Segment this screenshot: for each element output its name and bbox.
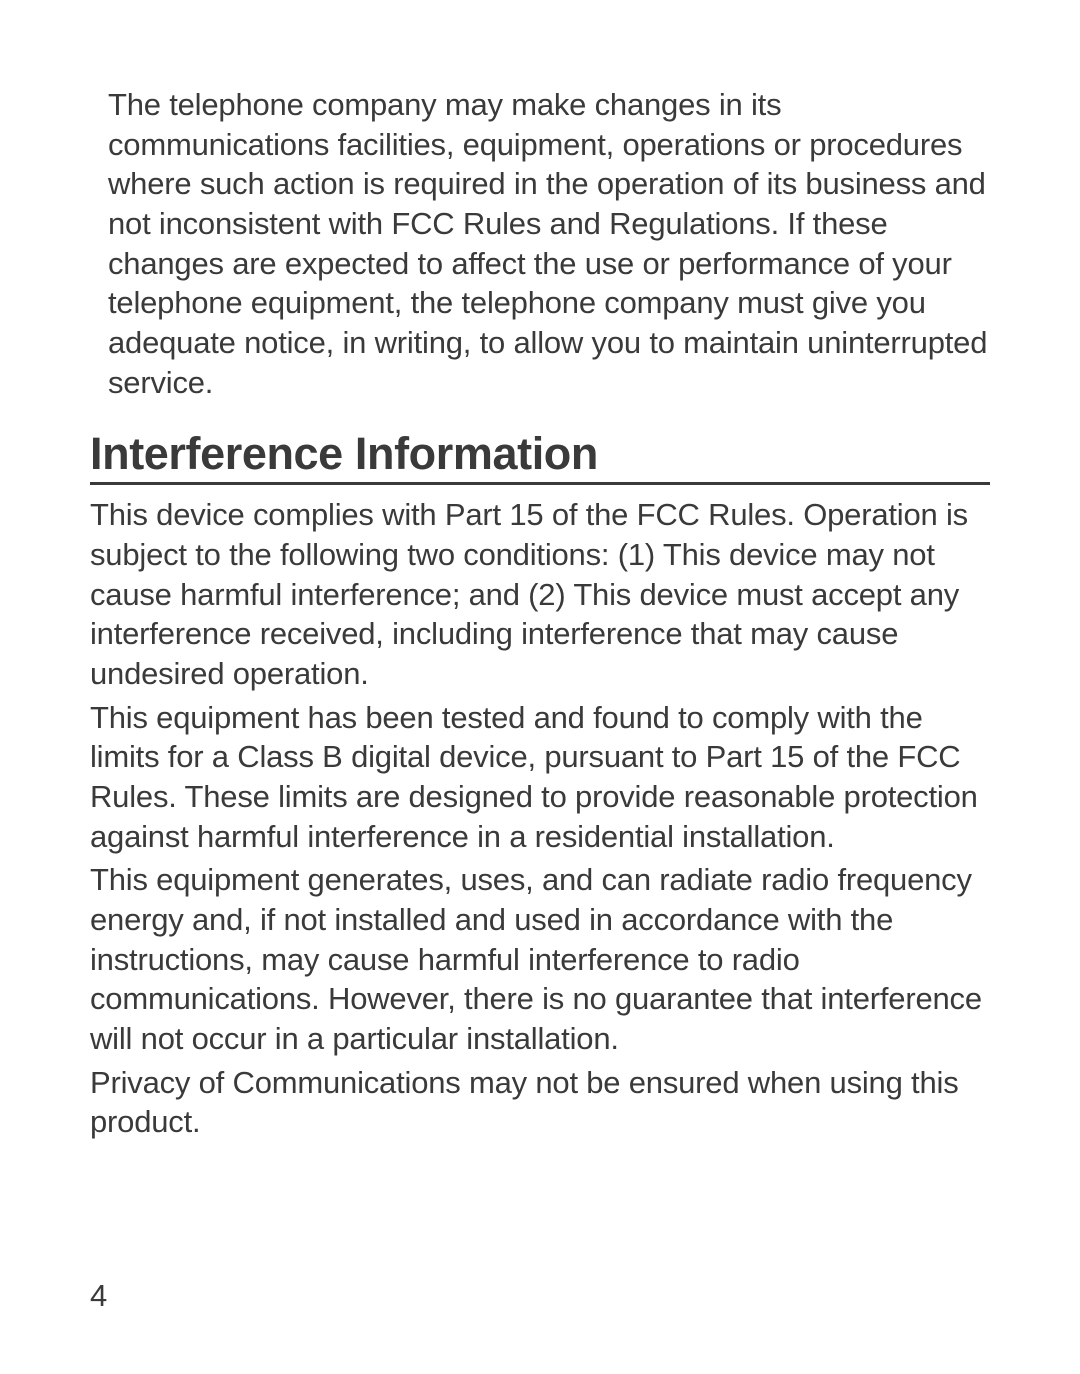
body-paragraph: This equipment generates, uses, and can … — [90, 860, 990, 1058]
body-paragraph: Privacy of Communications may not be ens… — [90, 1063, 990, 1142]
body-paragraph: This equipment has been tested and found… — [90, 698, 990, 857]
page-number: 4 — [90, 1278, 107, 1314]
section-heading-interference: Interference Information — [90, 428, 990, 485]
body-paragraph: This device complies with Part 15 of the… — [90, 495, 990, 693]
intro-paragraph: The telephone company may make changes i… — [108, 85, 990, 402]
